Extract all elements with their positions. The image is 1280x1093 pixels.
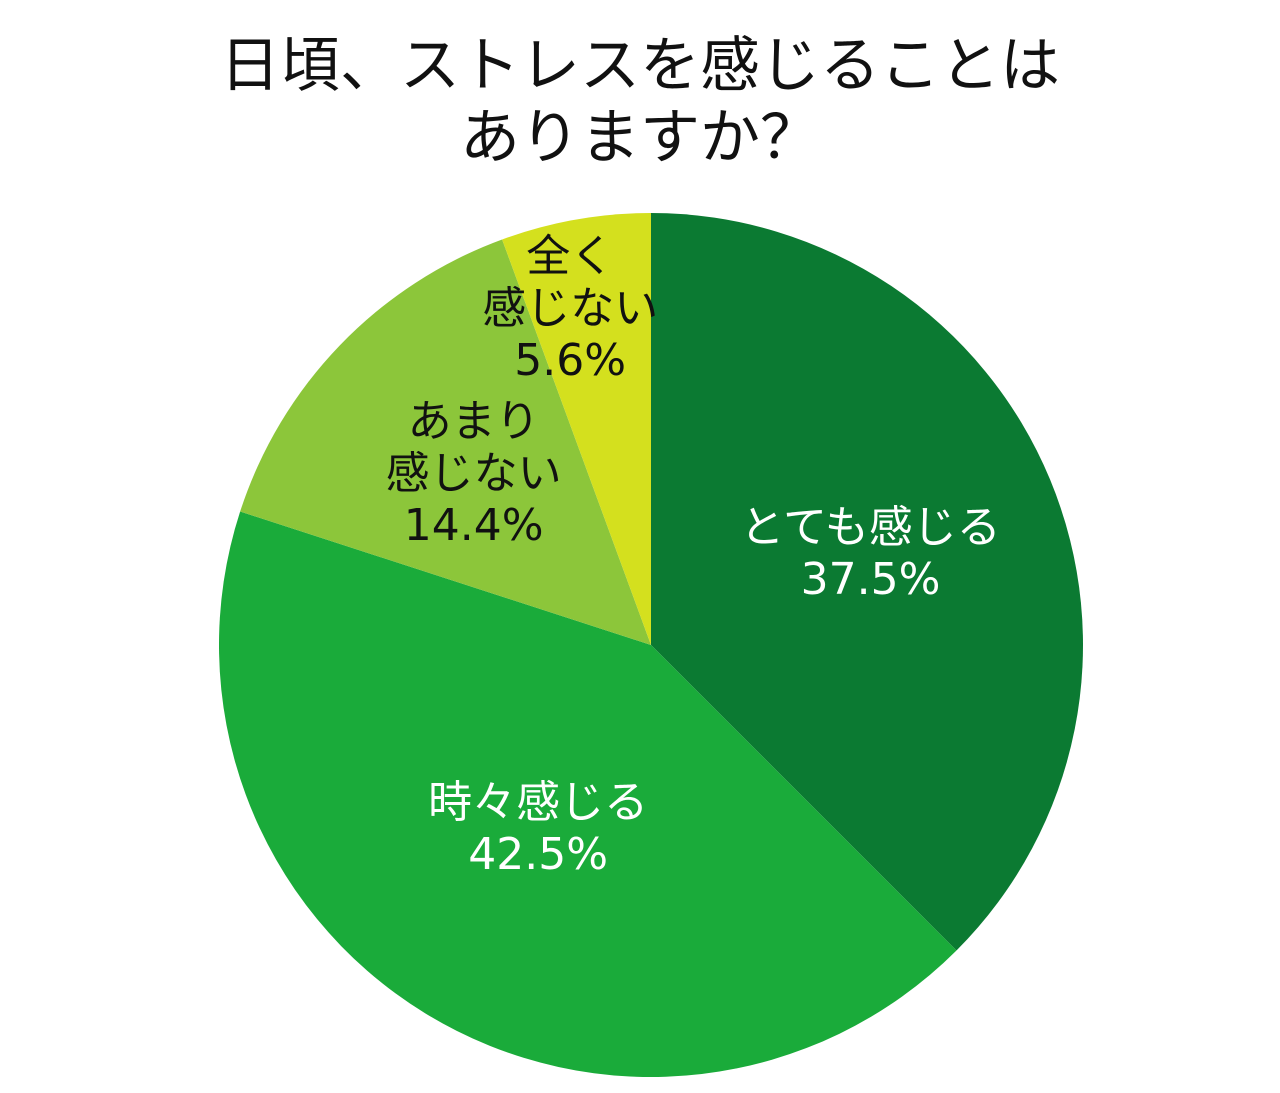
- pie-slice: [240, 239, 651, 645]
- pie-slice: [651, 213, 1083, 951]
- data-label: とても感じる 37.5%: [740, 502, 1000, 606]
- slice-category: 全く 感じない: [482, 230, 659, 334]
- data-label: あまり 感じない 14.4%: [386, 396, 562, 552]
- data-label: 時々感じる 42.5%: [428, 777, 648, 881]
- chart-title: 日頃、ストレスを感じることは ありますか？: [220, 31, 1060, 173]
- slice-value: 42.5%: [468, 829, 609, 881]
- pie-slice: [502, 213, 651, 645]
- slice-category: 時々感じる: [428, 777, 649, 829]
- pie-slice: [219, 511, 957, 1078]
- slice-value: 37.5%: [800, 554, 941, 606]
- slice-value: 14.4%: [403, 500, 544, 552]
- slice-category: あまり 感じない: [385, 396, 562, 500]
- slice-category: とても感じる: [740, 502, 1001, 554]
- slice-value: 5.6%: [514, 334, 627, 386]
- data-label: 全く 感じない 5.6%: [482, 231, 658, 387]
